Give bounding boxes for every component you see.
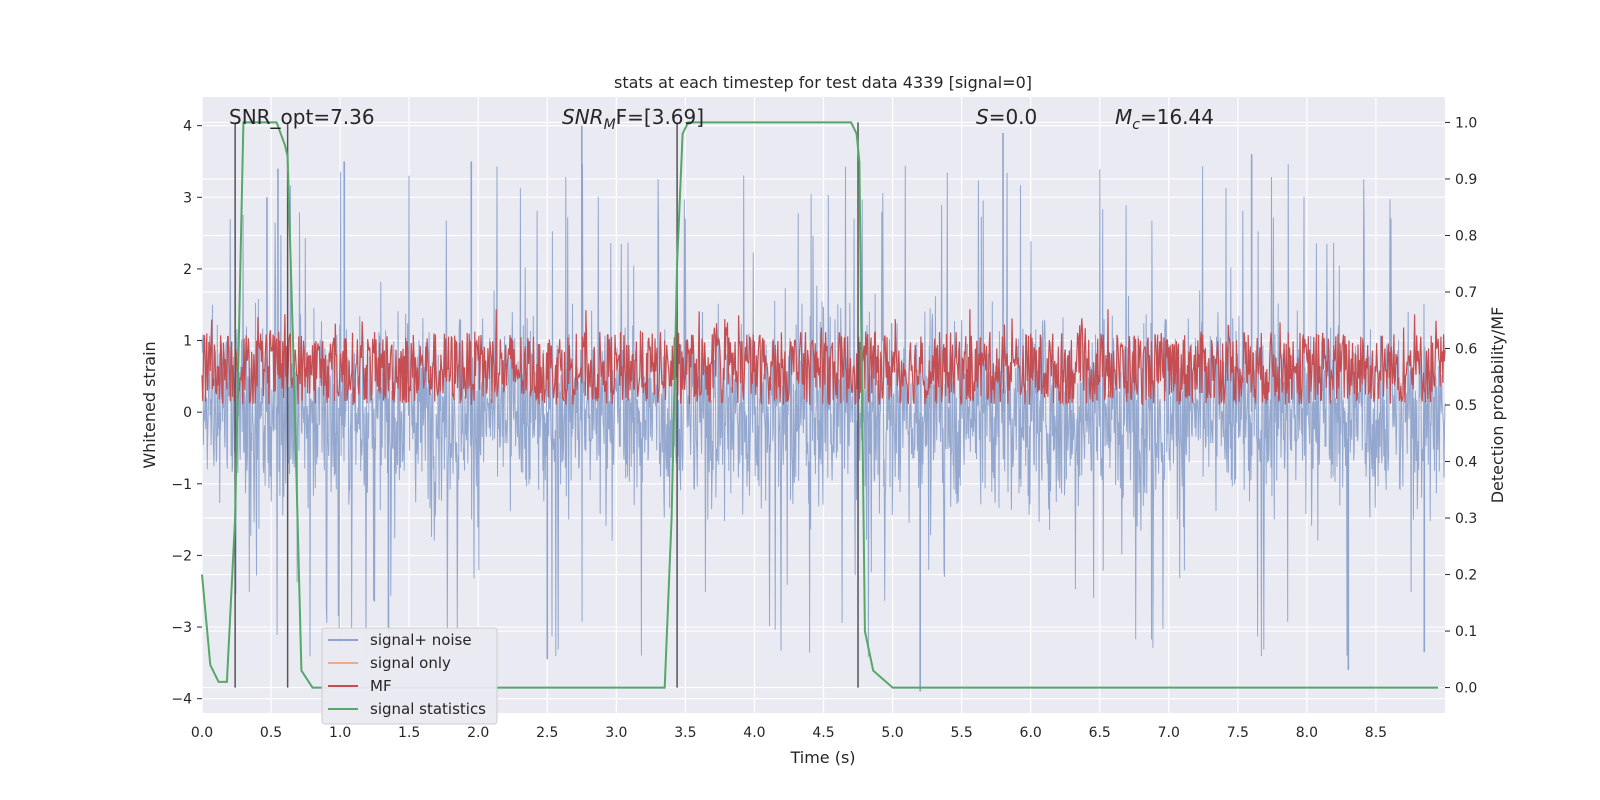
y2-axis-ticks: 1.0 0.9 0.8 0.7 0.6 0.5 0.4 0.3 0.2 0.1 0.0: [1445, 115, 1477, 697]
y2-tick-label: 0.3: [1455, 511, 1477, 527]
snr-mf-annotation: SNRMF=[3.69]: [562, 105, 704, 133]
x-tick-label: 1.5: [398, 725, 420, 741]
legend-label-signal-statistics: signal statistics: [370, 700, 486, 718]
y-tick-label: 3: [183, 190, 192, 206]
mc-annotation: Mc=16.44: [1115, 105, 1214, 133]
x-tick-label: 7.5: [1227, 725, 1249, 741]
y-axis-ticks: 4 3 2 1 0 −1 −2 −3 −4: [171, 119, 202, 708]
x-tick-label: 2.0: [467, 725, 489, 741]
x-tick-label: 0.5: [260, 725, 282, 741]
y-tick-label: 0: [183, 405, 192, 421]
x-tick-label: 3.0: [605, 725, 627, 741]
detection-markers: [234, 122, 859, 688]
x-tick-label: 8.5: [1365, 725, 1387, 741]
x-tick-label: 1.0: [329, 725, 351, 741]
y-tick-label: −1: [171, 477, 192, 493]
snr-opt-annotation: SNR_opt=7.36: [229, 105, 375, 129]
x-tick-label: 5.5: [950, 725, 972, 741]
legend: signal+ noise signal only MF signal stat…: [321, 627, 498, 725]
legend-label-signal-noise: signal+ noise: [370, 631, 472, 649]
y2-tick-label: 0.4: [1455, 455, 1477, 471]
y2-tick-label: 1.0: [1455, 115, 1477, 131]
y2-axis-label: Detection probability/MF: [1488, 307, 1507, 504]
signal-statistics-line: [201, 121, 1439, 689]
y2-tick-label: 0.8: [1455, 228, 1477, 244]
mf-series: [201, 309, 1446, 406]
x-tick-label: 6.5: [1089, 725, 1111, 741]
legend-label-signal-only: signal only: [370, 654, 451, 672]
y-tick-label: −4: [171, 692, 192, 708]
x-tick-label: 3.5: [674, 725, 696, 741]
x-tick-label: 2.5: [536, 725, 558, 741]
x-tick-label: 6.0: [1020, 725, 1042, 741]
y2-tick-label: 0.5: [1455, 398, 1477, 414]
y2-tick-label: 0.0: [1455, 681, 1477, 697]
x-tick-label: 0.0: [191, 725, 213, 741]
y2-tick-label: 0.7: [1455, 285, 1477, 301]
x-tick-label: 8.0: [1296, 725, 1318, 741]
y-tick-label: −2: [171, 548, 192, 564]
y2-tick-label: 0.6: [1455, 341, 1477, 357]
legend-box: [321, 627, 498, 725]
signal-noise-line: [201, 164, 1446, 662]
y-tick-label: 1: [183, 334, 192, 350]
y2-tick-label: 0.9: [1455, 172, 1477, 188]
x-axis-ticks: 0.0 0.5 1.0 1.5 2.0 2.5 3.0 3.5 4.0 4.5 5.0 5.5 6.0 6…: [191, 725, 1387, 741]
x-tick-label: 5.0: [881, 725, 903, 741]
y-tick-label: −3: [171, 620, 192, 636]
legend-label-mf: MF: [370, 677, 392, 695]
chart-title: stats at each timestep for test data 433…: [614, 73, 1032, 92]
x-tick-label: 4.0: [743, 725, 765, 741]
x-tick-label: 7.0: [1158, 725, 1180, 741]
y2-tick-label: 0.2: [1455, 568, 1477, 584]
y-tick-label: 4: [183, 119, 192, 135]
y-tick-label: 2: [183, 262, 192, 278]
x-tick-label: 4.5: [812, 725, 834, 741]
s-annotation: S=0.0: [976, 105, 1037, 129]
mf-line: [201, 309, 1446, 406]
y-axis-label: Whitened strain: [140, 341, 159, 468]
y2-tick-label: 0.1: [1455, 624, 1477, 640]
signal-statistics-series: [201, 121, 1439, 689]
x-axis-label: Time (s): [789, 748, 855, 767]
